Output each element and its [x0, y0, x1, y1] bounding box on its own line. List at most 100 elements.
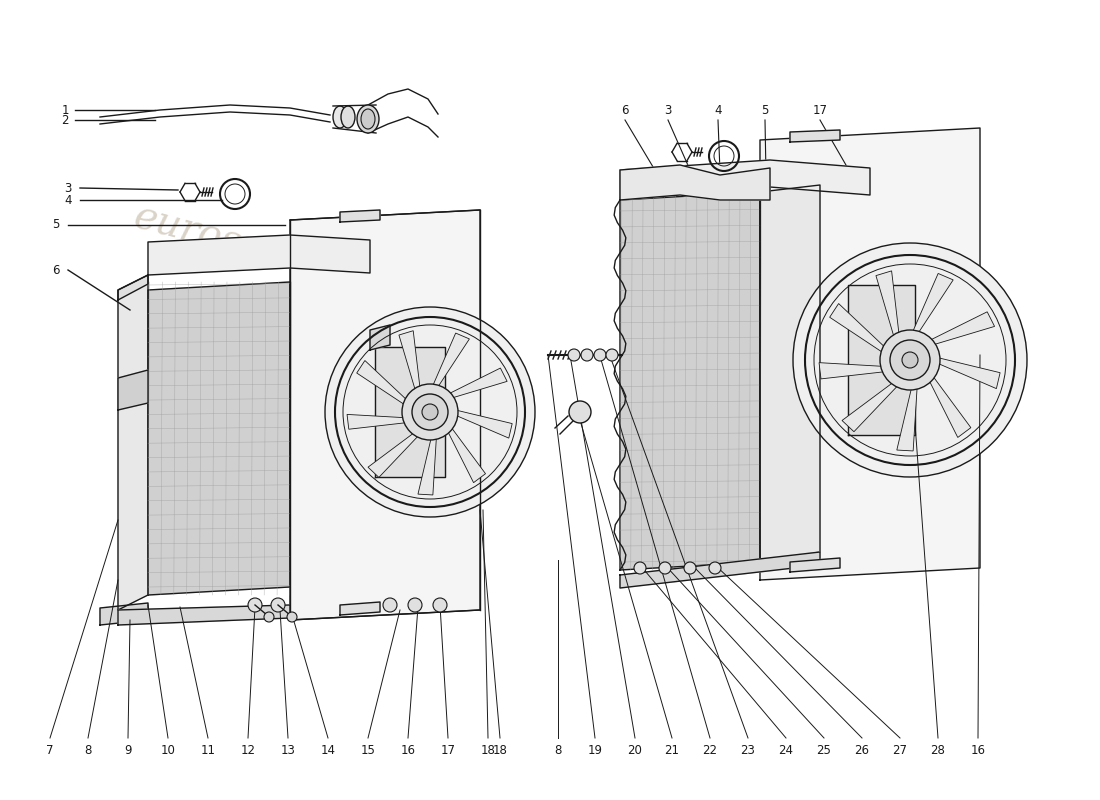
- Polygon shape: [848, 285, 915, 435]
- Circle shape: [902, 352, 918, 368]
- Text: 12: 12: [241, 743, 255, 757]
- Text: 5: 5: [761, 103, 769, 117]
- Text: eurospares: eurospares: [129, 464, 351, 556]
- Text: 8: 8: [85, 743, 91, 757]
- Text: 17: 17: [813, 103, 827, 117]
- Polygon shape: [290, 210, 480, 620]
- Text: 6: 6: [621, 103, 629, 117]
- Polygon shape: [925, 370, 971, 438]
- Polygon shape: [118, 275, 148, 300]
- Text: 4: 4: [714, 103, 722, 117]
- Polygon shape: [842, 378, 904, 432]
- Text: 16: 16: [970, 743, 986, 757]
- Polygon shape: [448, 408, 513, 438]
- Polygon shape: [148, 282, 290, 595]
- Text: 7: 7: [46, 743, 54, 757]
- Polygon shape: [620, 552, 820, 588]
- Circle shape: [402, 384, 458, 440]
- Circle shape: [890, 340, 930, 380]
- Polygon shape: [375, 347, 446, 477]
- Circle shape: [710, 562, 720, 574]
- Polygon shape: [620, 160, 870, 198]
- Polygon shape: [760, 128, 980, 580]
- Ellipse shape: [333, 106, 346, 128]
- Polygon shape: [370, 325, 390, 350]
- Text: eurospares: eurospares: [649, 464, 871, 556]
- Polygon shape: [148, 235, 370, 275]
- Polygon shape: [620, 192, 760, 570]
- Polygon shape: [829, 303, 891, 358]
- Text: 5: 5: [53, 218, 59, 231]
- Circle shape: [880, 330, 940, 390]
- Polygon shape: [820, 362, 893, 379]
- Text: 9: 9: [124, 743, 132, 757]
- Text: 27: 27: [892, 743, 907, 757]
- Text: 13: 13: [280, 743, 296, 757]
- Polygon shape: [346, 414, 415, 430]
- Polygon shape: [441, 368, 507, 401]
- Circle shape: [634, 562, 646, 574]
- Circle shape: [581, 349, 593, 361]
- Text: 19: 19: [587, 743, 603, 757]
- Circle shape: [433, 598, 447, 612]
- Polygon shape: [118, 370, 148, 410]
- Polygon shape: [118, 605, 290, 625]
- Text: 22: 22: [703, 743, 717, 757]
- Polygon shape: [418, 429, 437, 495]
- Text: 2: 2: [62, 114, 68, 126]
- Text: 24: 24: [779, 743, 793, 757]
- Circle shape: [569, 401, 591, 423]
- Polygon shape: [368, 427, 425, 478]
- Polygon shape: [760, 185, 820, 562]
- Ellipse shape: [361, 109, 375, 129]
- Text: 3: 3: [664, 103, 672, 117]
- Text: eurospares: eurospares: [129, 198, 351, 291]
- Ellipse shape: [341, 106, 355, 128]
- Text: 15: 15: [361, 743, 375, 757]
- Text: 28: 28: [931, 743, 945, 757]
- Text: 23: 23: [740, 743, 756, 757]
- Circle shape: [287, 612, 297, 622]
- Polygon shape: [429, 333, 470, 394]
- Text: 11: 11: [200, 743, 216, 757]
- Text: 18: 18: [493, 743, 507, 757]
- Text: 21: 21: [664, 743, 680, 757]
- Polygon shape: [620, 165, 770, 200]
- Polygon shape: [790, 558, 840, 572]
- Text: 8: 8: [554, 743, 562, 757]
- Polygon shape: [340, 210, 379, 222]
- Text: 3: 3: [64, 182, 72, 194]
- Text: eurospares: eurospares: [649, 198, 871, 291]
- Text: 20: 20: [628, 743, 642, 757]
- Polygon shape: [896, 378, 917, 451]
- Ellipse shape: [358, 105, 379, 133]
- Polygon shape: [909, 274, 954, 340]
- Circle shape: [271, 598, 285, 612]
- Text: 18: 18: [481, 743, 495, 757]
- Polygon shape: [399, 330, 421, 398]
- Polygon shape: [100, 603, 148, 625]
- Circle shape: [412, 394, 448, 430]
- Circle shape: [248, 598, 262, 612]
- Polygon shape: [930, 356, 1000, 389]
- Text: 6: 6: [53, 263, 59, 277]
- Text: 25: 25: [816, 743, 832, 757]
- Circle shape: [684, 562, 696, 574]
- Circle shape: [408, 598, 422, 612]
- Circle shape: [606, 349, 618, 361]
- Polygon shape: [340, 602, 379, 615]
- Text: 14: 14: [320, 743, 336, 757]
- Circle shape: [324, 307, 535, 517]
- Polygon shape: [790, 130, 840, 142]
- Text: 4: 4: [64, 194, 72, 206]
- Text: 17: 17: [440, 743, 455, 757]
- Polygon shape: [443, 420, 485, 482]
- Text: 16: 16: [400, 743, 416, 757]
- Circle shape: [568, 349, 580, 361]
- Circle shape: [264, 612, 274, 622]
- Polygon shape: [876, 271, 900, 346]
- Text: 26: 26: [855, 743, 869, 757]
- Text: 10: 10: [161, 743, 175, 757]
- Circle shape: [659, 562, 671, 574]
- Polygon shape: [922, 312, 994, 347]
